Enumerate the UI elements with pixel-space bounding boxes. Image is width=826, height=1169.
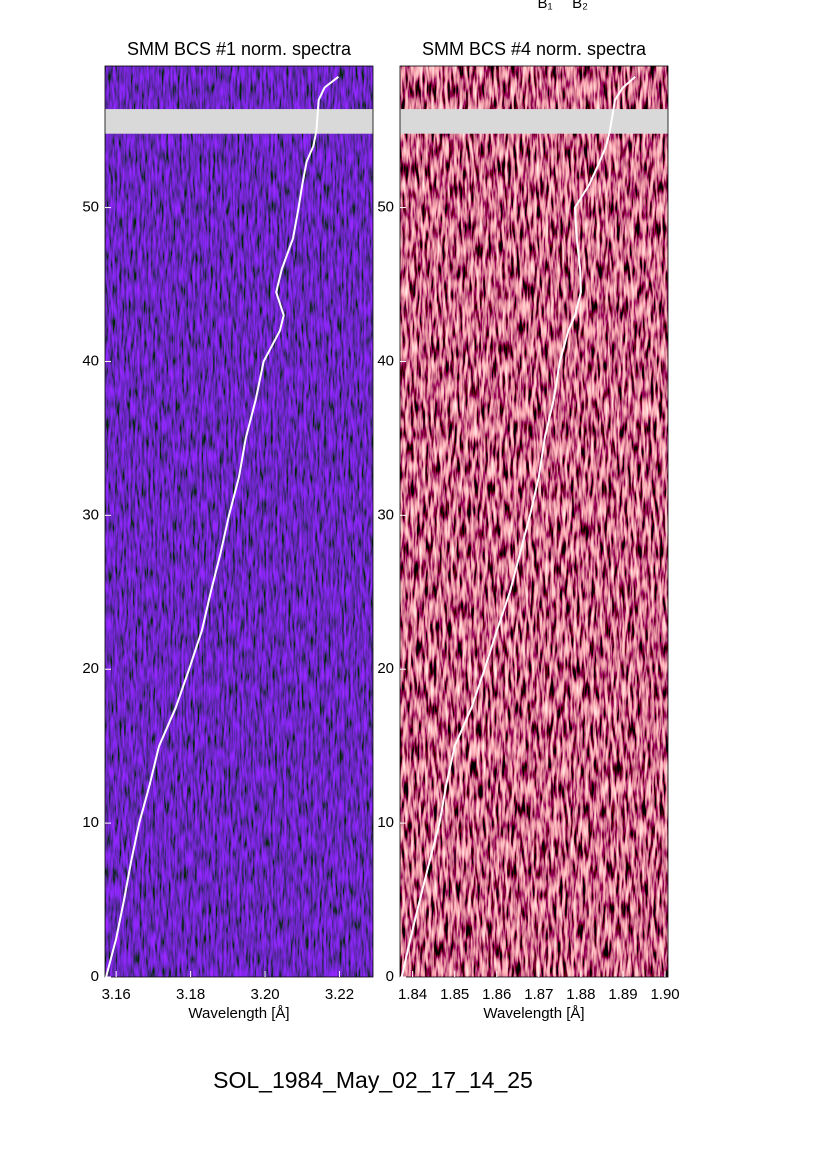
y-tick-label: 30 xyxy=(377,506,394,523)
data-gap xyxy=(105,109,373,134)
footer: SOL_1984_May_02_17_14_25 xyxy=(213,1067,533,1093)
chart-title: SMM BCS #4 norm. spectra xyxy=(422,39,647,59)
data-gap xyxy=(400,109,668,134)
x-tick-label: 1.84 xyxy=(398,986,427,1003)
annotation: B₁ xyxy=(537,0,552,12)
y-tick-label: 20 xyxy=(377,660,394,677)
y-tick-label: 30 xyxy=(82,506,99,523)
y-tick-label: 50 xyxy=(82,199,99,216)
x-tick-label: 1.90 xyxy=(650,986,679,1003)
y-tick-label: 0 xyxy=(386,968,394,985)
plot-frame xyxy=(104,65,374,978)
x-tick-label: 3.16 xyxy=(102,986,131,1003)
annotation: B₂ xyxy=(572,0,588,12)
x-tick-label: 1.86 xyxy=(482,986,511,1003)
y-tick-label: 50 xyxy=(377,199,394,216)
y-tick-label: 20 xyxy=(82,660,99,677)
x-tick-label: 3.22 xyxy=(325,986,354,1003)
x-tick-label: 1.85 xyxy=(440,986,469,1003)
y-tick-label: 10 xyxy=(82,814,99,831)
y-tick-label: 10 xyxy=(377,814,394,831)
x-tick-label: 3.20 xyxy=(250,986,279,1003)
x-tick-label: 1.87 xyxy=(524,986,553,1003)
x-axis-label: Wavelength [Å] xyxy=(188,1005,289,1022)
spectrum-texture xyxy=(400,66,668,977)
y-tick-label: 0 xyxy=(91,968,99,985)
line-series xyxy=(400,76,636,978)
line-series xyxy=(105,76,340,978)
plot-frame xyxy=(399,65,669,978)
y-tick-label: 40 xyxy=(377,352,394,369)
x-tick-label: 1.89 xyxy=(608,986,637,1003)
y-tick-label: 40 xyxy=(82,352,99,369)
x-axis-label: Wavelength [Å] xyxy=(483,1005,584,1022)
x-tick-label: 3.18 xyxy=(176,986,205,1003)
spectrum-texture xyxy=(105,66,373,977)
x-tick-label: 1.88 xyxy=(566,986,595,1003)
chart-title: SMM BCS #1 norm. spectra xyxy=(127,39,352,59)
